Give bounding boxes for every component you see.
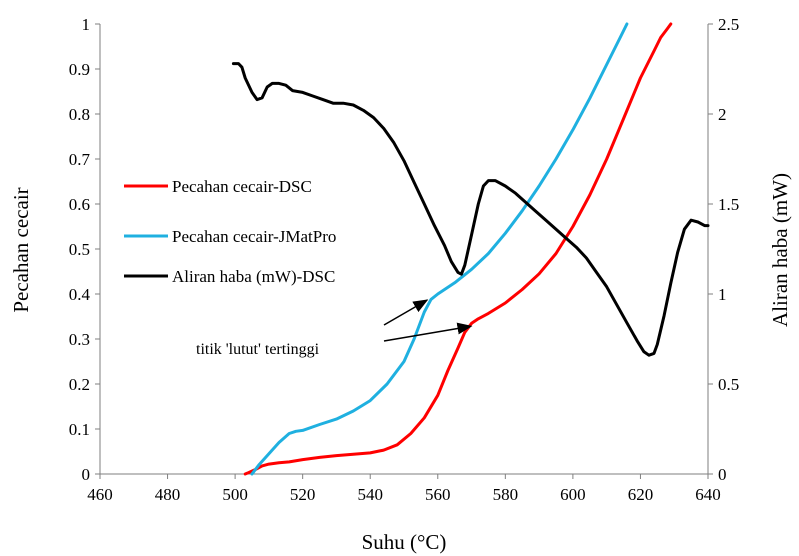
y-right-tick-label: 0.5 <box>718 375 739 394</box>
x-tick-label: 640 <box>695 485 721 504</box>
y-left-tick-label: 0.3 <box>69 330 90 349</box>
y-left-tick-label: 0.2 <box>69 375 90 394</box>
series-line-heat-flow <box>231 62 710 357</box>
y-left-tick-label: 0.6 <box>69 195 90 214</box>
y-right-tick-label: 1.5 <box>718 195 739 214</box>
x-tick-label: 580 <box>493 485 519 504</box>
y-right-tick-label: 0 <box>718 465 727 484</box>
x-tick-label: 520 <box>290 485 316 504</box>
annotation-arrow <box>383 322 473 342</box>
x-tick-label: 560 <box>425 485 451 504</box>
y-left-axis-title: Pecahan cecair <box>9 187 33 312</box>
y-right-tick-label: 2 <box>718 105 727 124</box>
x-tick-label: 620 <box>628 485 654 504</box>
annotation-arrow <box>383 299 429 326</box>
y-left-tick-label: 1 <box>82 15 91 34</box>
y-left-tick-label: 0.5 <box>69 240 90 259</box>
y-left-tick-label: 0.1 <box>69 420 90 439</box>
y-left-tick-label: 0.8 <box>69 105 90 124</box>
x-tick-label: 480 <box>155 485 181 504</box>
plot-lines <box>231 22 710 476</box>
x-axis-title: Suhu (°C) <box>362 530 447 554</box>
y-left-tick-label: 0.9 <box>69 60 90 79</box>
x-tick-label: 540 <box>357 485 383 504</box>
annotation-label: titik 'lutut' tertinggi <box>196 341 320 358</box>
series-line-dsc-fraction <box>243 22 673 476</box>
x-tick-label: 500 <box>222 485 248 504</box>
x-tick-label: 600 <box>560 485 586 504</box>
y-left-tick-label: 0.4 <box>69 285 91 304</box>
y-right-tick-label: 2.5 <box>718 15 739 34</box>
annotation: titik 'lutut' tertinggi <box>196 299 473 358</box>
legend-label: Aliran haba (mW)-DSC <box>172 267 335 286</box>
y-right-tick-label: 1 <box>718 285 727 304</box>
y-left-tick-label: 0.7 <box>69 150 91 169</box>
x-tick-label: 460 <box>87 485 113 504</box>
y-left-tick-label: 0 <box>82 465 91 484</box>
legend: Pecahan cecair-DSC Pecahan cecair-JMatPro… <box>124 177 336 286</box>
legend-label: Pecahan cecair-DSC <box>172 177 312 196</box>
y-right-axis-title: Aliran haba (mW) <box>768 173 792 327</box>
axes: 460 480 500 520 540 560 580 600 620 64000.10.20.3… <box>69 15 740 504</box>
series-line-jmatpro-fraction <box>250 22 629 476</box>
legend-label: Pecahan cecair-JMatPro <box>172 227 336 246</box>
